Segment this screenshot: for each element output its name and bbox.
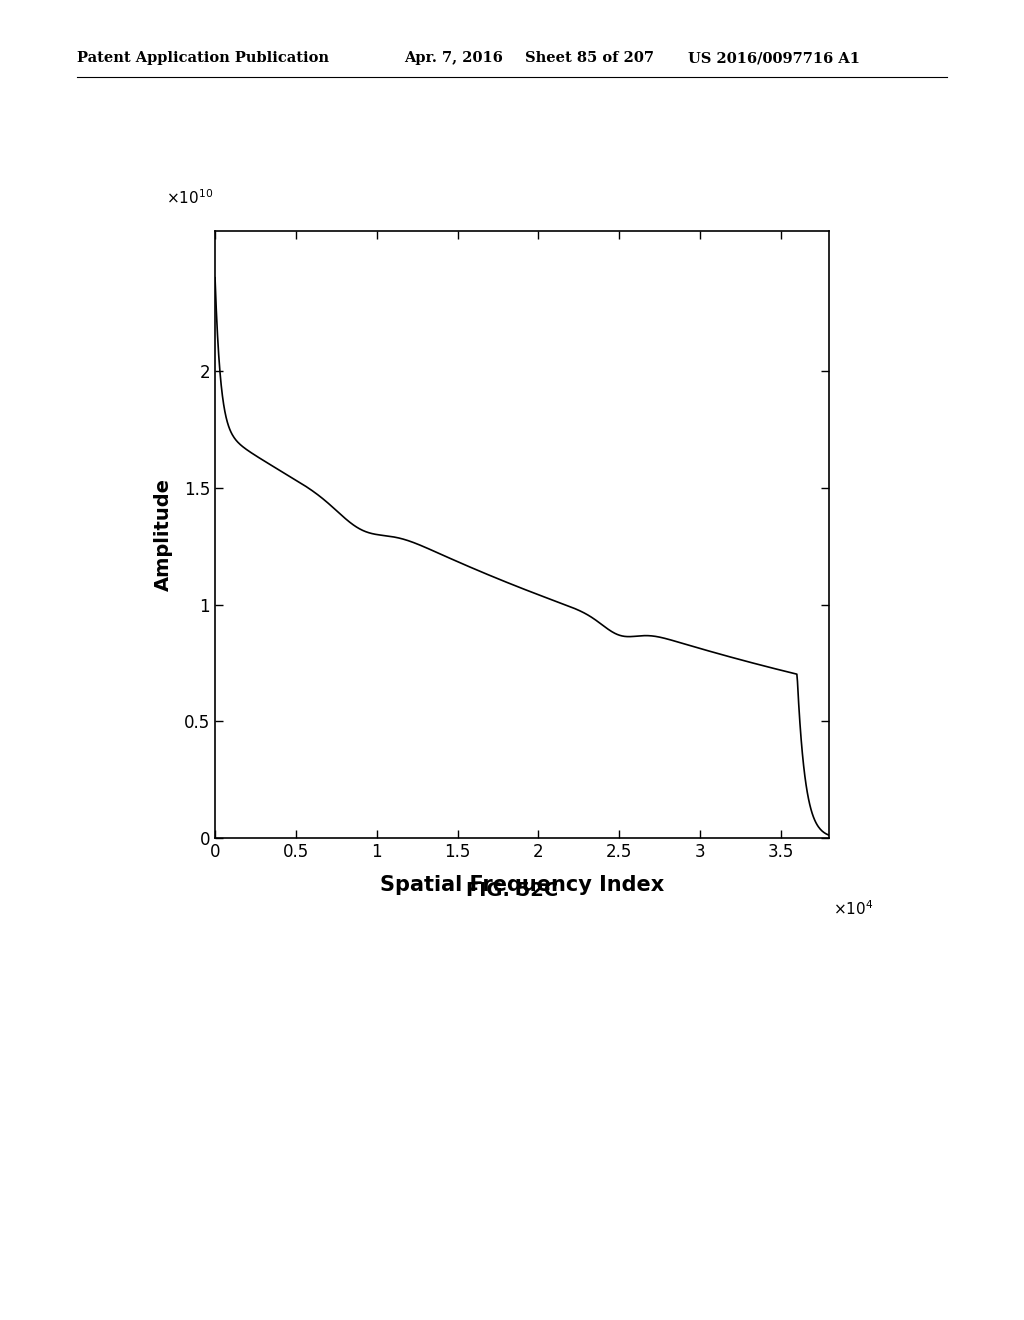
Text: Patent Application Publication: Patent Application Publication <box>77 51 329 65</box>
Text: $\times$10$^4$: $\times$10$^4$ <box>833 899 873 917</box>
Text: $\times$10$^{10}$: $\times$10$^{10}$ <box>166 187 213 207</box>
Text: FIG. 52C: FIG. 52C <box>466 882 558 900</box>
Text: US 2016/0097716 A1: US 2016/0097716 A1 <box>688 51 860 65</box>
X-axis label: Spatial Frequency Index: Spatial Frequency Index <box>380 875 665 895</box>
Text: Apr. 7, 2016: Apr. 7, 2016 <box>404 51 504 65</box>
Text: Sheet 85 of 207: Sheet 85 of 207 <box>525 51 654 65</box>
Y-axis label: Amplitude: Amplitude <box>154 478 173 591</box>
